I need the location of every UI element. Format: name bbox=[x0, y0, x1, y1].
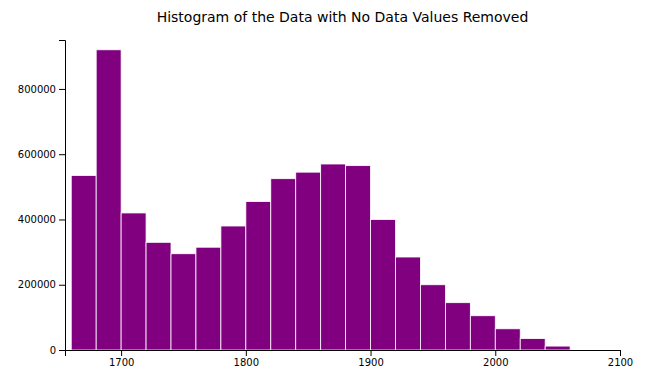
x-tick: 2100 bbox=[608, 350, 633, 368]
histogram-bar bbox=[271, 179, 296, 350]
histogram-bar bbox=[570, 350, 595, 351]
x-tick-mark bbox=[121, 350, 122, 356]
histogram-bar bbox=[346, 166, 371, 350]
histogram-bar bbox=[146, 242, 171, 350]
histogram-bar bbox=[545, 346, 570, 350]
x-tick: 1900 bbox=[358, 350, 383, 368]
histogram-bar bbox=[396, 257, 421, 350]
histogram-bar bbox=[171, 254, 196, 350]
y-tick-mark bbox=[59, 154, 65, 155]
y-tick: 400000 bbox=[18, 214, 65, 225]
x-tick-mark bbox=[495, 350, 496, 356]
histogram-bar bbox=[121, 213, 146, 350]
y-tick-label: 0 bbox=[50, 345, 56, 356]
histogram-bar bbox=[520, 339, 545, 350]
x-tick: 1700 bbox=[109, 350, 134, 368]
y-axis: 0 200000 400000 600000 800000 bbox=[18, 41, 66, 356]
x-tick-mark bbox=[620, 350, 621, 356]
chart: 1700 1800 1900 2000 2100 0 200000 400000 600000 8… bbox=[0, 0, 645, 385]
y-tick-label: 200000 bbox=[18, 279, 56, 290]
histogram-bar bbox=[96, 50, 121, 350]
y-tick: 0 bbox=[50, 345, 65, 356]
y-tick-mark bbox=[59, 89, 65, 90]
x-axis-line bbox=[66, 351, 621, 357]
y-tick: 800000 bbox=[18, 84, 65, 95]
histogram-bar bbox=[445, 303, 470, 350]
y-tick-label: 400000 bbox=[18, 214, 56, 225]
histogram-bar bbox=[470, 316, 495, 350]
histogram-bar bbox=[595, 350, 620, 351]
histogram-bar bbox=[296, 172, 321, 350]
histogram-bar bbox=[371, 219, 396, 350]
y-tick-mark bbox=[59, 350, 65, 351]
y-tick-mark bbox=[59, 285, 65, 286]
y-tick-label: 800000 bbox=[18, 84, 56, 95]
plot-area: 1700 1800 1900 2000 2100 0 200000 400000 600000 8… bbox=[18, 41, 633, 369]
bars bbox=[71, 50, 570, 350]
y-tick-label: 600000 bbox=[18, 149, 56, 160]
histogram-bar bbox=[495, 329, 520, 350]
y-tick: 600000 bbox=[18, 149, 65, 160]
x-tick-mark bbox=[246, 350, 247, 356]
histogram-bar bbox=[321, 164, 346, 350]
x-tick-label: 2100 bbox=[608, 357, 633, 368]
chart-title: Histogram of the Data with No Data Value… bbox=[157, 9, 529, 25]
y-tick-mark bbox=[59, 219, 65, 220]
histogram-bar bbox=[221, 226, 246, 350]
histogram-bar bbox=[246, 202, 271, 350]
y-axis-line bbox=[59, 41, 66, 351]
y-tick: 200000 bbox=[18, 279, 65, 290]
x-tick: 2000 bbox=[483, 350, 508, 368]
x-tick-mark bbox=[371, 350, 372, 356]
histogram-bar bbox=[71, 175, 96, 350]
x-tick-label: 2000 bbox=[483, 357, 508, 368]
x-axis: 1700 1800 1900 2000 2100 bbox=[66, 350, 634, 368]
histogram-bar bbox=[196, 247, 221, 350]
x-tick-label: 1900 bbox=[358, 357, 383, 368]
histogram-bar bbox=[420, 285, 445, 350]
x-tick: 1800 bbox=[234, 350, 259, 368]
x-tick-label: 1700 bbox=[109, 357, 134, 368]
x-tick-label: 1800 bbox=[234, 357, 259, 368]
